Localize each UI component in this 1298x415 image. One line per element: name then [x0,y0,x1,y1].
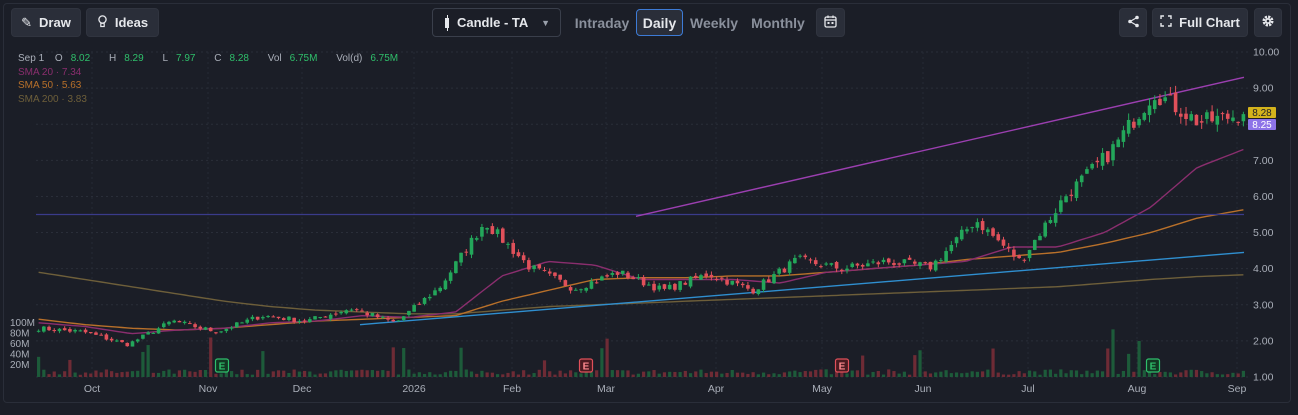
candle-icon [445,14,449,31]
settings-button[interactable] [1254,8,1282,37]
gear-icon [1261,14,1275,31]
tab-daily[interactable]: Daily [636,9,683,36]
expand-icon [1160,15,1172,30]
calendar-icon [824,15,837,31]
high-label: H [108,53,117,64]
chart-type-label: Candle - TA [457,15,529,30]
low-value: 7.97 [176,53,196,64]
tab-weekly[interactable]: Weekly [690,14,738,31]
tab-intraday[interactable]: Intraday [574,14,630,31]
pencil-icon: ✎ [21,14,33,30]
share-icon [1127,15,1140,31]
lightbulb-icon [97,14,108,31]
ideas-button[interactable]: Ideas [86,8,159,37]
vol-label: Vol [267,53,282,64]
draw-label: Draw [39,15,71,30]
draw-button[interactable]: ✎ Draw [11,8,81,37]
vol-value: 6.75M [289,53,318,64]
chevron-down-icon: ▼ [541,17,550,28]
chart-legend: Sep 1 O 8.02 H 8.29 L 7.97 C 8.28 Vol 6.75M V… [18,52,414,106]
vold-value: 6.75M [370,53,399,64]
ideas-label: Ideas [114,15,149,30]
sma50-legend: SMA 50 · 5.63 [18,80,82,91]
share-button[interactable] [1119,8,1147,37]
sma20-legend: SMA 20 · 7.34 [18,66,82,78]
high-value: 8.29 [124,53,144,64]
low-label: L [162,53,168,64]
close-label: C [214,53,222,64]
chart-type-select[interactable]: Candle - TA ▼ [432,8,561,37]
vold-label: Vol(d) [336,53,363,64]
sma200-legend: SMA 200 · 3.83 [18,93,87,105]
close-value: 8.28 [229,53,249,64]
full-chart-label: Full Chart [1179,15,1240,30]
calendar-button[interactable] [816,8,845,37]
full-chart-button[interactable]: Full Chart [1152,8,1248,37]
chart-frame [3,3,1291,403]
tab-monthly[interactable]: Monthly [751,14,805,31]
open-value: 8.02 [70,53,91,64]
open-label: O [54,53,63,64]
legend-date: Sep 1 [18,53,45,64]
